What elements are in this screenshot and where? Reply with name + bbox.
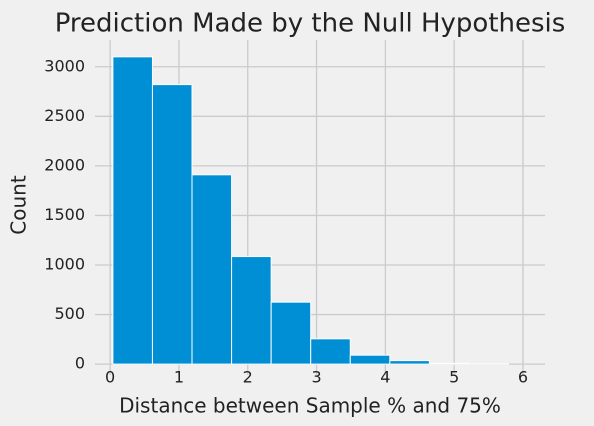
y-tick-label: 3000 [44, 56, 85, 75]
bar [270, 301, 312, 365]
bar [231, 256, 272, 365]
y-tick-label: 1000 [44, 254, 85, 273]
y-tick-label: 2500 [44, 106, 85, 125]
x-tick-label: 2 [243, 368, 253, 387]
bar [310, 338, 351, 365]
bar [389, 360, 430, 365]
bar [191, 174, 233, 365]
x-tick-label: 3 [311, 368, 321, 387]
bar [428, 362, 470, 365]
y-tick-label: 1500 [44, 205, 85, 224]
x-tick-label: 0 [105, 368, 115, 387]
y-tick-label: 2000 [44, 155, 85, 174]
x-tick-label: 4 [380, 368, 390, 387]
y-tick-label: 500 [54, 304, 85, 323]
bar [151, 84, 193, 365]
y-axis-label: Count [7, 175, 31, 235]
x-tick-label: 6 [518, 368, 528, 387]
chart-title: Prediction Made by the Null Hypothesis [55, 9, 566, 39]
x-axis-label: Distance between Sample % and 75% [119, 394, 501, 418]
x-tick-label: 5 [449, 368, 459, 387]
x-tick-label: 1 [174, 368, 184, 387]
bar [112, 56, 153, 365]
y-tick-label: 0 [75, 354, 85, 373]
bar [349, 354, 391, 365]
